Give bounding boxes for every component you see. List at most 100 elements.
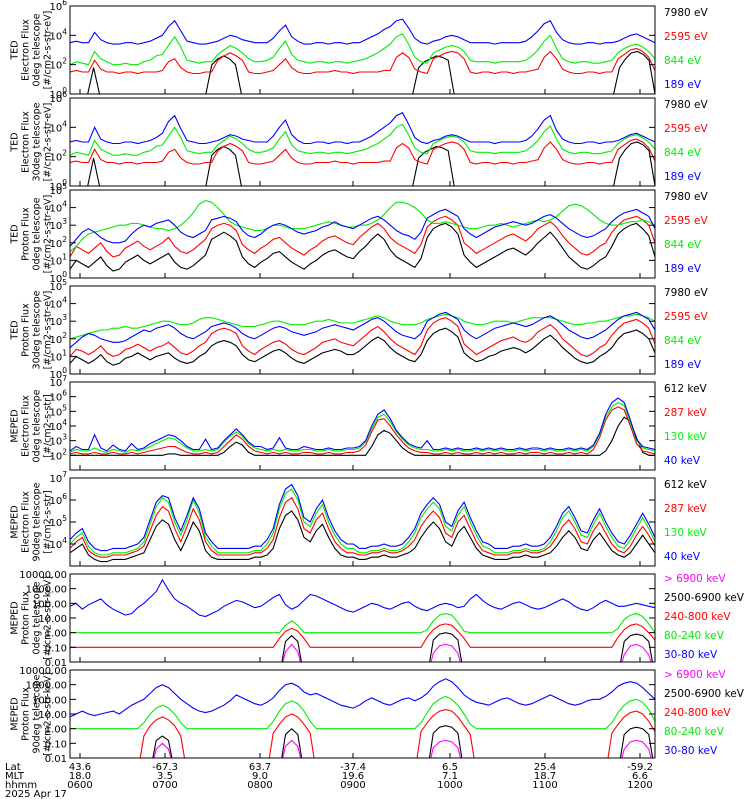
legend-entry: 240-800 keV [664,707,731,719]
footer-hhmm-value: 0700 [152,780,177,791]
panel-1-trace-4 [70,18,655,45]
y-tick-label: 10.00 [38,710,67,721]
panel-frame [69,97,656,187]
legend-entry: 30-80 keV [664,745,718,757]
panel-4-trace-2 [70,317,655,357]
y-axis-label: TEDProton Flux30deg telescope[#/cm2-s-st… [10,290,54,369]
footer-lat-value: 6.5 [442,762,458,773]
footer-hhmm-value: 1200 [627,780,652,791]
footer-row-label: MLT [5,771,25,782]
y-tick-label: 10000.00 [19,570,67,581]
footer-lat-value: 43.6 [69,762,91,773]
legend-entry: 844 eV [664,239,702,251]
legend-entry: 40 keV [664,455,701,467]
footer-hhmm-value: 1100 [532,780,557,791]
legend-entry: 2595 eV [664,31,709,43]
panel-7-trace-4 [70,613,655,634]
panel-4-trace-1 [70,327,655,366]
panel-6-trace-2 [70,496,655,558]
legend-entry: 240-800 keV [664,611,731,623]
panel-4-trace-4 [70,311,655,349]
legend-entry: 130 keV [664,527,708,539]
legend-entry: 2500-6900 keV [664,592,745,604]
panel-1-trace-2 [70,47,655,75]
y-axis-label: MEPEDProton Flux90deg telescope[#/cm2-s-… [10,672,54,756]
y-tick-label: 107 [49,470,67,485]
footer-mlt-value: 18.0 [69,771,91,782]
panel-3-trace-2 [70,215,655,258]
panel-8: 0.01 0.10 1.00 10.00 100.00 1000.00 10000.00ME… [10,666,745,765]
legend-entry: 612 keV [664,479,708,491]
legend-entry: > 6900 keV [664,573,726,585]
panel-3-trace-3 [70,200,655,253]
panel-8-trace-3 [139,709,655,758]
y-axis-label: TEDProton Flux0deg telescope[#/cm2-s-str… [10,195,54,274]
y-tick-label: 100.00 [32,599,67,610]
y-axis-label: TEDElectron Flux0deg telescope[#/cm2-s-s… [10,11,54,90]
legend-entry: 189 eV [664,171,702,183]
legend-entry: 189 eV [664,359,702,371]
footer-row-label: Lat [5,762,21,773]
panel-5-trace-3 [70,401,655,453]
footer-lat-value: -59.2 [627,762,653,773]
panel-4-trace-3 [70,313,655,340]
panel-2-trace-3 [70,123,655,156]
legend-entry: > 6900 keV [664,669,726,681]
panel-8-trace-4 [70,695,655,730]
footer-mlt-value: 19.6 [342,771,364,782]
legend-entry: 2595 eV [664,215,709,227]
panel-2-trace-4 [70,111,655,145]
legend-entry: 7980 eV [664,287,709,299]
legend-entry: 40 keV [664,551,701,563]
footer-hhmm-value: 1000 [437,780,462,791]
footer-mlt-value: 9.0 [252,771,268,782]
panel-1-trace-1 [70,50,655,94]
panel-3-trace-4 [70,208,655,247]
panel-frame [69,189,656,279]
footer-lat-value: 25.4 [534,762,556,773]
legend-entry: 189 eV [664,79,702,91]
panel-8-trace-1 [153,739,652,758]
panel-7-trace-5 [70,578,655,618]
panel-5-trace-1 [70,416,655,456]
y-tick-label: 1000.00 [26,585,67,596]
panel-7-trace-3 [70,623,655,648]
panel-frame [69,381,656,471]
legend-entry: 7980 eV [664,7,709,19]
y-tick-label: 0.01 [45,658,67,669]
footer-lat-value: -67.3 [152,762,178,773]
footer-mlt-value: 3.5 [157,771,173,782]
panel-5-trace-2 [70,406,655,455]
y-axis-label: TEDElectron Flux30deg telescope[#/cm2-s-… [10,102,54,181]
panel-frame [69,285,656,375]
panel-2-trace-1 [70,141,655,186]
y-tick-label: 0.10 [45,739,67,750]
y-tick-label: 1.00 [45,725,67,736]
legend-entry: 844 eV [664,147,702,159]
legend-entry: 80-240 keV [664,726,725,738]
panel-frame [69,573,656,663]
legend-entry: 80-240 keV [664,630,725,642]
legend-entry: 30-80 keV [664,649,718,661]
legend-entry: 287 keV [664,407,708,419]
legend-entry: 2500-6900 keV [664,688,745,700]
legend-entry: 612 keV [664,383,708,395]
legend-entry: 7980 eV [664,99,709,111]
panel-5-trace-4 [70,397,655,452]
footer-mlt-value: 7.1 [442,771,458,782]
y-tick-label: 1000.00 [26,681,67,692]
y-tick-label: 100.00 [32,695,67,706]
footer-row-label: 2025 Apr 17 [5,789,67,800]
legend-entry: 844 eV [664,335,702,347]
y-tick-label: 1.00 [45,629,67,640]
y-axis-label: MEPEDProton Flux0deg telescope[#/cm2-s-s… [10,576,54,660]
panel-7: 0.01 0.10 1.00 10.00 100.00 1000.00 10000.00ME… [10,570,745,669]
panel-1-trace-3 [70,33,655,66]
footer-hhmm-value: 0900 [340,780,365,791]
legend-entry: 2595 eV [664,123,709,135]
